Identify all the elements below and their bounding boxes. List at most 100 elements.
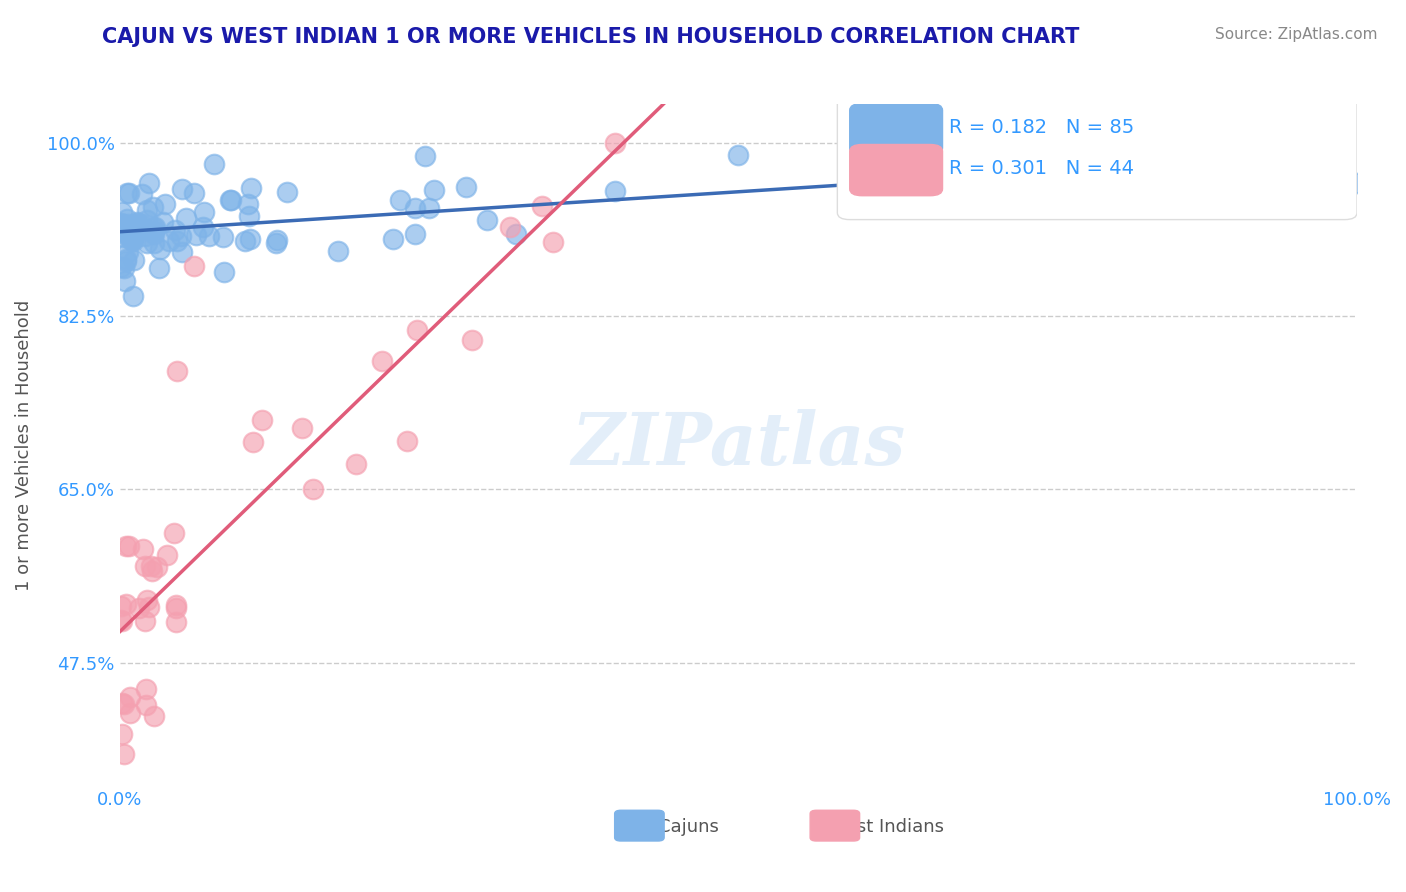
FancyBboxPatch shape: [810, 810, 859, 841]
Cajuns: [122, 228, 145, 243]
Cajuns: [110, 217, 132, 231]
Cajuns: [404, 227, 426, 241]
Cajuns: [184, 227, 207, 242]
West Indians: [115, 539, 138, 553]
Cajuns: [112, 261, 135, 276]
Cajuns: [110, 216, 132, 230]
West Indians: [344, 457, 367, 471]
West Indians: [242, 435, 264, 450]
Text: ZIPatlas: ZIPatlas: [571, 409, 905, 481]
Cajuns: [183, 186, 205, 201]
Cajuns: [127, 216, 149, 230]
Cajuns: [221, 193, 243, 207]
West Indians: [134, 614, 156, 628]
Cajuns: [413, 149, 436, 163]
Text: West Indians: West Indians: [830, 818, 945, 837]
Text: R = 0.182   N = 85: R = 0.182 N = 85: [949, 118, 1135, 136]
Cajuns: [266, 233, 288, 247]
FancyBboxPatch shape: [838, 96, 1357, 219]
Text: R = 0.301   N = 44: R = 0.301 N = 44: [949, 159, 1133, 178]
Cajuns: [456, 180, 478, 194]
West Indians: [142, 709, 165, 723]
Cajuns: [239, 232, 262, 246]
Cajuns: [115, 211, 138, 226]
Cajuns: [112, 229, 135, 244]
West Indians: [110, 613, 132, 627]
Cajuns: [136, 213, 159, 227]
Cajuns: [404, 202, 426, 216]
West Indians: [301, 483, 323, 497]
West Indians: [128, 601, 150, 615]
West Indians: [112, 747, 135, 761]
West Indians: [603, 136, 626, 150]
Cajuns: [389, 193, 412, 207]
West Indians: [118, 539, 141, 553]
West Indians: [165, 615, 187, 630]
Text: Source: ZipAtlas.com: Source: ZipAtlas.com: [1215, 27, 1378, 42]
Cajuns: [110, 226, 132, 240]
West Indians: [166, 364, 188, 378]
West Indians: [115, 597, 138, 611]
Cajuns: [111, 222, 134, 236]
Cajuns: [174, 211, 197, 226]
West Indians: [111, 696, 134, 710]
Cajuns: [143, 235, 166, 250]
West Indians: [395, 434, 418, 448]
West Indians: [111, 727, 134, 741]
Cajuns: [328, 244, 350, 259]
Cajuns: [125, 215, 148, 229]
Cajuns: [121, 232, 143, 246]
West Indians: [134, 559, 156, 574]
Cajuns: [193, 219, 215, 234]
Cajuns: [142, 225, 165, 239]
Cajuns: [124, 253, 146, 268]
Cajuns: [155, 197, 177, 211]
Cajuns: [115, 254, 138, 268]
Cajuns: [117, 220, 139, 235]
Cajuns: [233, 234, 256, 248]
West Indians: [138, 600, 160, 615]
FancyBboxPatch shape: [849, 103, 942, 154]
Cajuns: [170, 182, 193, 196]
Cajuns: [114, 225, 136, 239]
Cajuns: [122, 289, 145, 303]
Cajuns: [142, 227, 165, 242]
West Indians: [135, 593, 157, 607]
Cajuns: [198, 229, 221, 244]
Cajuns: [115, 252, 138, 266]
Cajuns: [166, 234, 188, 248]
Cajuns: [120, 233, 142, 247]
Cajuns: [129, 217, 152, 231]
Cajuns: [117, 186, 139, 201]
Cajuns: [603, 184, 626, 198]
West Indians: [371, 354, 394, 368]
West Indians: [110, 599, 132, 614]
Cajuns: [236, 197, 259, 211]
Text: CAJUN VS WEST INDIAN 1 OR MORE VEHICLES IN HOUSEHOLD CORRELATION CHART: CAJUN VS WEST INDIAN 1 OR MORE VEHICLES …: [101, 27, 1080, 46]
Cajuns: [276, 185, 298, 199]
Cajuns: [122, 234, 145, 248]
Cajuns: [117, 244, 139, 259]
Cajuns: [165, 223, 187, 237]
Cajuns: [117, 186, 139, 200]
Cajuns: [149, 242, 172, 256]
West Indians: [111, 614, 134, 628]
Cajuns: [114, 274, 136, 288]
Cajuns: [170, 228, 193, 243]
Cajuns: [121, 229, 143, 244]
Cajuns: [111, 205, 134, 219]
Cajuns: [505, 227, 527, 241]
Cajuns: [193, 204, 215, 219]
FancyBboxPatch shape: [849, 145, 942, 195]
Cajuns: [110, 260, 132, 274]
West Indians: [460, 333, 482, 347]
Cajuns: [152, 215, 174, 229]
West Indians: [155, 548, 177, 562]
West Indians: [165, 601, 187, 615]
Text: Cajuns: Cajuns: [658, 818, 720, 837]
Cajuns: [129, 221, 152, 235]
Cajuns: [212, 230, 235, 244]
Cajuns: [219, 194, 242, 208]
Y-axis label: 1 or more Vehicles in Household: 1 or more Vehicles in Household: [15, 300, 32, 591]
Cajuns: [475, 212, 498, 227]
